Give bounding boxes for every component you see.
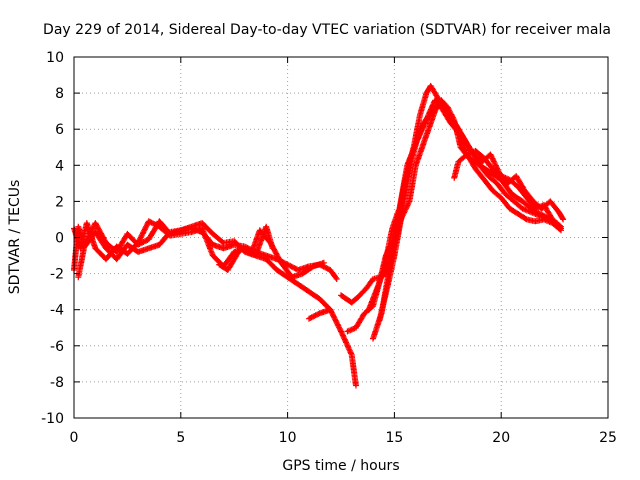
plus-markers	[75, 218, 276, 281]
y-tick-label: 10	[46, 50, 64, 66]
plus-markers	[216, 227, 327, 281]
series-track-e	[306, 306, 334, 322]
y-tick-label: 4	[55, 158, 64, 174]
series-track-k	[451, 147, 564, 230]
y-tick-label: 0	[55, 231, 64, 247]
x-tick-label: 15	[385, 430, 403, 446]
y-tick-label: 2	[55, 194, 64, 210]
x-axis-label: GPS time / hours	[282, 458, 399, 474]
x-tick-label: 0	[70, 430, 79, 446]
y-axis-label: SDTVAR / TECUs	[7, 180, 23, 295]
x-tick-label: 20	[492, 430, 510, 446]
axis-ticks: 0 5 10 15 20 25 -10 -8 -6 -4 -2 0 2 4 6 8 10	[41, 50, 617, 446]
y-tick-label: -8	[50, 375, 64, 391]
x-tick-label: 10	[279, 430, 297, 446]
x-tick-label: 25	[599, 430, 617, 446]
y-tick-label: -2	[50, 267, 64, 283]
chart-title: Day 229 of 2014, Sidereal Day-to-day VTE…	[43, 22, 611, 38]
x-tick-label: 5	[176, 430, 185, 446]
series-track-i	[370, 82, 560, 342]
data-points	[71, 82, 567, 389]
series-track-c	[75, 218, 276, 281]
y-tick-label: -4	[50, 303, 64, 319]
plus-markers	[451, 147, 564, 230]
plus-markers	[306, 306, 334, 322]
y-tick-label: -10	[41, 411, 64, 427]
series-track-d	[216, 227, 327, 281]
grid-lines	[74, 57, 608, 418]
y-tick-label: -6	[50, 339, 64, 355]
y-tick-label: 6	[55, 122, 64, 138]
y-tick-label: 8	[55, 86, 64, 102]
plus-markers	[370, 82, 560, 342]
